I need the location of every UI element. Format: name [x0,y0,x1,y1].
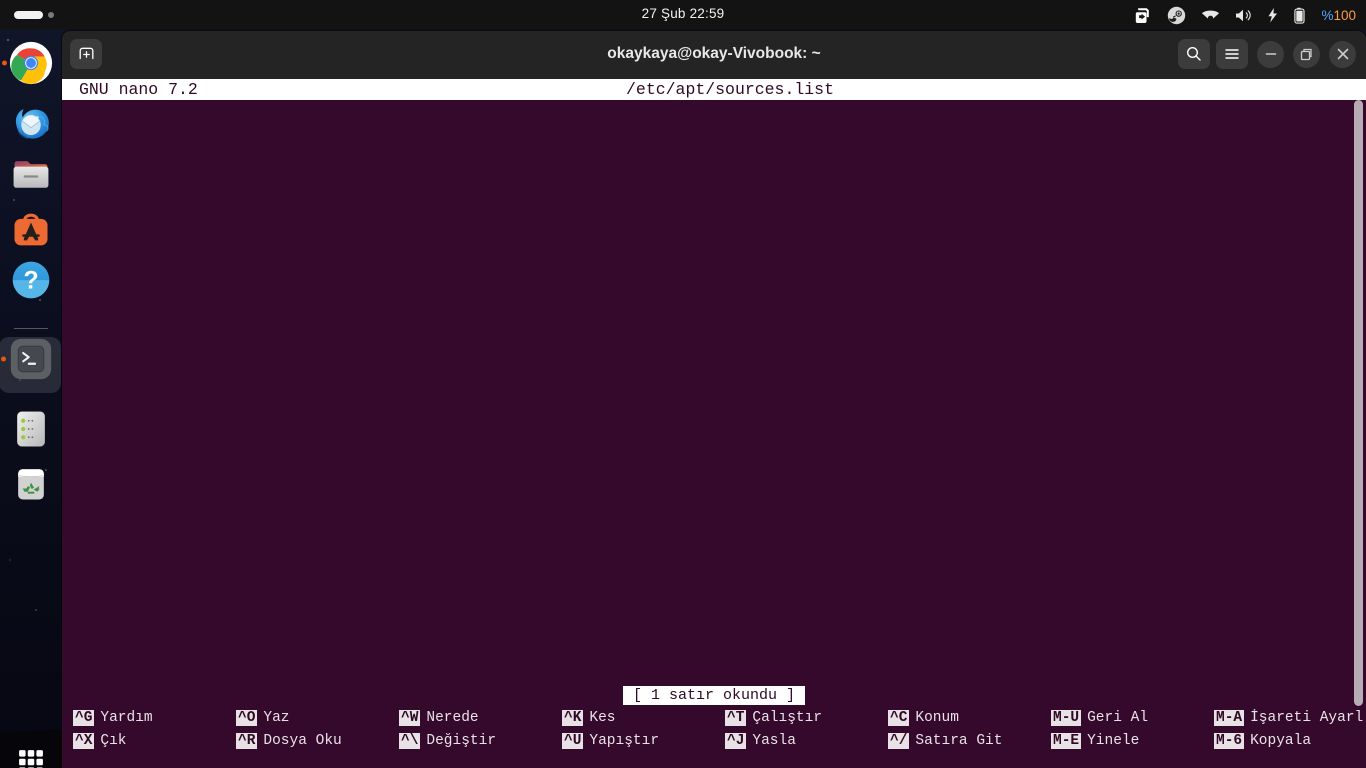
svg-text:?: ? [23,267,38,294]
